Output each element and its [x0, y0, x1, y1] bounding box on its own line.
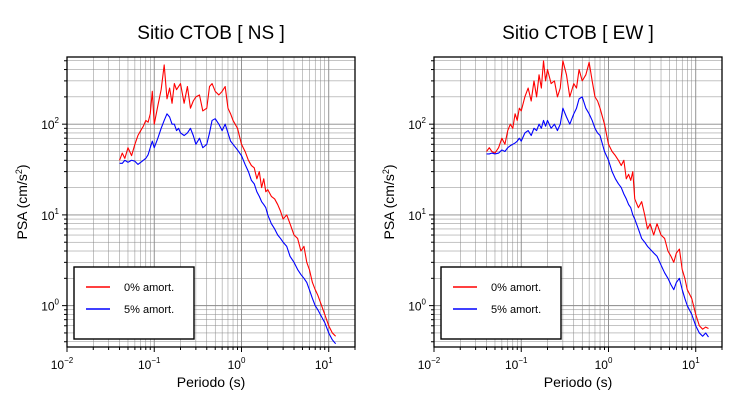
legend-label: 0% amort. [491, 282, 541, 294]
legend-label: 0% amort. [124, 282, 174, 294]
y-tick-base: 10 [408, 118, 422, 132]
x-tick-exponent: 1 [328, 356, 333, 365]
y-tick-exponent: 2 [422, 116, 427, 125]
y-tick-base: 10 [408, 209, 422, 223]
plot-frame [433, 56, 723, 348]
y-tick-label: 102 [408, 116, 426, 132]
x-tick-exponent: −2 [64, 356, 74, 365]
y-tick-base: 10 [41, 209, 55, 223]
y-axis-label: PSA (cm/s2) [14, 164, 30, 239]
x-tick-label: 10−2 [51, 356, 74, 372]
x-tick-exponent: −2 [431, 356, 441, 365]
x-tick-base: 10 [51, 358, 65, 372]
x-axis-label: Periodo (s) [544, 374, 612, 390]
x-tick-base: 10 [682, 358, 696, 372]
x-tick-exponent: −1 [518, 356, 528, 365]
x-tick-label: 10−1 [138, 356, 161, 372]
x-tick-label: 101 [315, 356, 333, 372]
x-tick-exponent: 0 [608, 356, 613, 365]
y-tick-base: 10 [408, 300, 422, 314]
y-tick-label: 102 [41, 116, 59, 132]
x-axis-label: Periodo (s) [177, 374, 245, 390]
x-tick-base: 10 [315, 358, 329, 372]
x-tick-base: 10 [418, 358, 432, 372]
x-tick-exponent: 0 [241, 356, 246, 365]
x-tick-label: 10−1 [505, 356, 528, 372]
series-line-undamped [119, 64, 337, 337]
x-tick-base: 10 [595, 358, 609, 372]
y-tick-base: 10 [41, 118, 55, 132]
legend: 0% amort. 5% amort. [440, 266, 562, 340]
chart-title: Sitio CTOB [ EW ] [502, 23, 654, 44]
x-tick-label: 10−2 [418, 356, 441, 372]
series-line-damped [486, 96, 709, 338]
chart-title: Sitio CTOB [ NS ] [137, 23, 284, 44]
series-line-damped [119, 113, 337, 345]
y-tick-exponent: 0 [55, 298, 60, 307]
x-tick-base: 10 [138, 358, 152, 372]
legend-label: 5% amort. [124, 304, 174, 316]
y-tick-exponent: 2 [55, 116, 60, 125]
y-tick-exponent: 0 [422, 298, 427, 307]
x-tick-base: 10 [228, 358, 242, 372]
y-tick-label: 101 [41, 207, 59, 223]
y-tick-label: 100 [408, 298, 426, 314]
y-tick-exponent: 1 [422, 207, 427, 216]
y-tick-base: 10 [41, 300, 55, 314]
legend-box [440, 266, 562, 340]
y-tick-label: 101 [408, 207, 426, 223]
series-line-undamped [486, 60, 709, 330]
legend-label: 5% amort. [491, 304, 541, 316]
legend-box [73, 266, 195, 340]
y-axis-label: PSA (cm/s2) [381, 164, 397, 239]
plot-frame [66, 56, 356, 348]
x-tick-label: 100 [228, 356, 246, 372]
x-tick-label: 100 [595, 356, 613, 372]
y-tick-exponent: 1 [55, 207, 60, 216]
x-tick-exponent: −1 [151, 356, 161, 365]
x-tick-label: 101 [682, 356, 700, 372]
x-tick-exponent: 1 [695, 356, 700, 365]
legend: 0% amort. 5% amort. [73, 266, 195, 340]
y-tick-label: 100 [41, 298, 59, 314]
x-tick-base: 10 [505, 358, 519, 372]
